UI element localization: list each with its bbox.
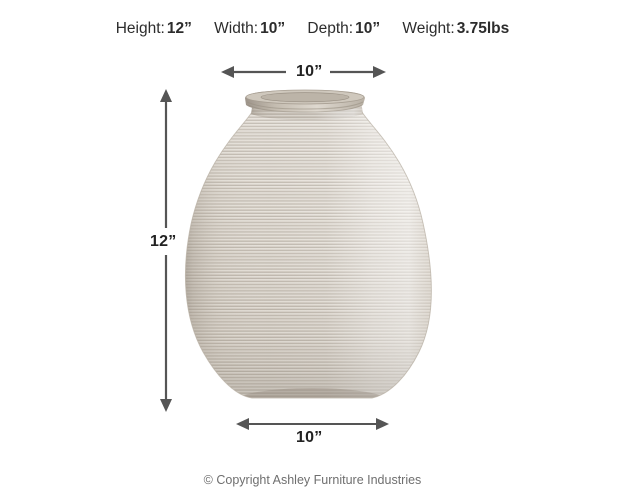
dimension-arrow-bottom [236, 418, 389, 430]
spec-weight-label: Weight: [402, 20, 455, 37]
copyright-notice: © Copyright Ashley Furniture Industries [203, 473, 422, 487]
spec-depth-value: 10” [355, 20, 381, 37]
spec-weight-value: 3.75lbs [456, 20, 510, 37]
specification-bar: Height: 12” Width: 10” Depth: 10” Weight: 3.… [0, 19, 625, 39]
dimension-label-width-top: 10” [288, 63, 331, 81]
spec-height-value: 12” [166, 20, 192, 37]
dimension-arrow-left [160, 89, 172, 412]
vase-outline [184, 111, 432, 399]
dimension-arrows [160, 66, 389, 430]
spec-depth: Depth: 10” [307, 19, 380, 39]
spec-weight: Weight: 3.75lbs [402, 19, 509, 39]
dimension-label-width-bottom: 10” [290, 429, 329, 447]
spec-height-label: Height: [115, 20, 165, 37]
spec-width: Width: 10” [214, 19, 285, 39]
spec-height: Height: 12” [116, 19, 192, 39]
spec-depth-label: Depth: [307, 20, 354, 37]
vase-rim [245, 89, 365, 113]
dimension-arrow-top [221, 66, 386, 78]
spec-width-value: 10” [260, 20, 286, 37]
spec-width-label: Width: [214, 20, 259, 37]
dimension-label-height: 12” [148, 229, 179, 255]
vase-body [185, 112, 432, 398]
